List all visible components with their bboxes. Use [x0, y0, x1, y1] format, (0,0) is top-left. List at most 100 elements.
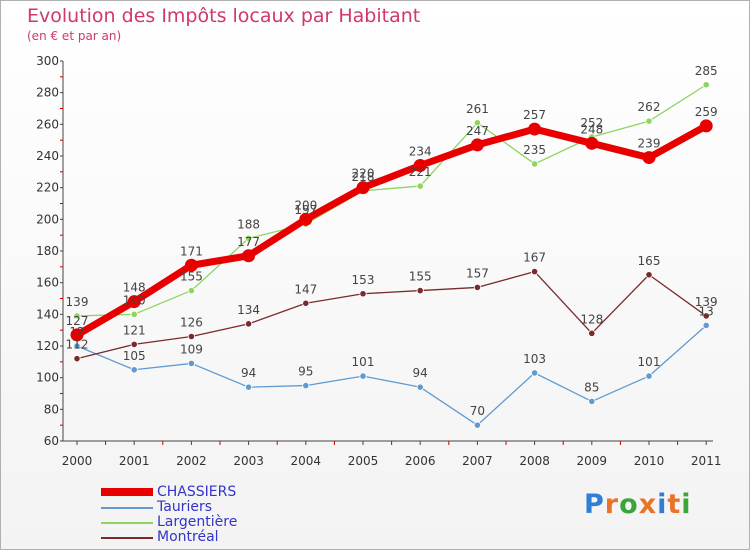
- data-point-tauriers: [302, 381, 310, 390]
- data-label-tauriers: 101: [352, 355, 375, 369]
- data-point-largenti-re: [187, 286, 195, 295]
- legend-swatch: [101, 522, 153, 524]
- data-label-montr-al: 126: [180, 316, 203, 330]
- data-label-chassiers: 200: [294, 198, 317, 212]
- series-line-tauriers: [76, 324, 707, 426]
- data-label-tauriers: 109: [180, 342, 203, 356]
- x-tick-label: 2009: [577, 454, 608, 468]
- series-line-montr-al: [76, 270, 707, 360]
- y-tick-label: 200: [36, 212, 59, 226]
- data-point-chassiers: [642, 151, 656, 165]
- x-tick-label: 2000: [62, 454, 93, 468]
- logo-letter: i: [657, 489, 668, 520]
- x-tick-label: 2002: [176, 454, 207, 468]
- x-tick-label: 2006: [405, 454, 436, 468]
- series-line-largenti-re: [76, 84, 707, 317]
- data-label-chassiers: 234: [409, 145, 432, 159]
- data-point-tauriers: [530, 369, 539, 377]
- data-point-chassiers: [127, 295, 141, 309]
- logo-letter: o: [619, 489, 639, 520]
- data-label-montr-al: 134: [237, 303, 260, 317]
- x-tick-label: 2011: [691, 454, 722, 468]
- data-label-chassiers: 148: [123, 281, 146, 295]
- x-tick-label: 2008: [519, 454, 550, 468]
- data-label-largenti-re: 235: [523, 143, 546, 157]
- data-point-chassiers: [184, 258, 198, 272]
- data-label-largenti-re: 197: [294, 203, 317, 217]
- data-point-chassiers: [356, 181, 370, 195]
- data-label-tauriers: 103: [523, 352, 546, 366]
- data-label-tauriers: 13: [699, 304, 714, 318]
- data-label-tauriers: 94: [241, 366, 256, 380]
- data-point-montr-al: [588, 329, 596, 337]
- data-point-montr-al: [416, 286, 424, 295]
- data-point-montr-al: [702, 312, 710, 320]
- data-label-montr-al: 128: [580, 312, 603, 326]
- data-point-chassiers: [299, 212, 313, 226]
- logo-letter: x: [638, 489, 658, 520]
- logo-letter: i: [681, 489, 692, 520]
- legend-label: Montréal: [157, 529, 219, 545]
- data-label-montr-al: 121: [123, 323, 146, 337]
- y-tick-label: 220: [36, 181, 59, 195]
- data-point-tauriers: [702, 321, 710, 330]
- data-label-montr-al: 112: [66, 338, 89, 352]
- data-label-largenti-re: 221: [409, 165, 432, 179]
- data-point-chassiers: [528, 122, 542, 136]
- data-point-tauriers: [73, 342, 81, 350]
- y-tick-label: 60: [44, 434, 59, 448]
- data-label-montr-al: 157: [466, 266, 489, 280]
- x-tick-label: 2003: [233, 454, 264, 468]
- data-point-montr-al: [530, 267, 539, 276]
- series-layer: [70, 81, 713, 429]
- data-label-montr-al: 147: [294, 282, 317, 296]
- data-point-chassiers: [470, 138, 484, 152]
- y-tick-label: 180: [36, 244, 59, 258]
- chart-title: Evolution des Impôts locaux par Habitant: [27, 5, 421, 27]
- x-tick-label: 2010: [634, 454, 665, 468]
- data-label-chassiers: 220: [352, 167, 375, 181]
- data-label-tauriers: 85: [584, 380, 599, 394]
- data-label-chassiers: 257: [523, 108, 546, 122]
- data-point-tauriers: [187, 359, 195, 368]
- legend-label: Largentière: [157, 514, 238, 530]
- data-point-montr-al: [130, 340, 138, 349]
- y-tick-label: 300: [36, 54, 59, 68]
- data-label-largenti-re: 261: [466, 102, 489, 116]
- data-label-chassiers: 171: [180, 244, 203, 258]
- legend-label: CHASSIERS: [157, 484, 237, 500]
- data-point-chassiers: [70, 328, 84, 342]
- data-label-tauriers: 94: [413, 366, 428, 380]
- data-point-largenti-re: [245, 234, 253, 242]
- proxiti-logo: Proxiti: [584, 489, 692, 520]
- data-point-montr-al: [645, 271, 653, 279]
- data-point-tauriers: [245, 383, 253, 391]
- y-tick-label: 80: [44, 402, 59, 416]
- data-point-montr-al: [73, 355, 81, 363]
- data-point-tauriers: [645, 372, 653, 380]
- data-point-largenti-re: [416, 182, 424, 190]
- chart-subtitle: (en € et par an): [27, 29, 122, 43]
- series-line-chassiers: [73, 122, 710, 339]
- data-point-largenti-re: [73, 312, 81, 320]
- data-label-montr-al: 155: [409, 270, 432, 284]
- data-point-montr-al: [302, 299, 310, 307]
- data-label-largenti-re: 252: [580, 116, 603, 130]
- data-point-montr-al: [187, 332, 195, 341]
- data-label-largenti-re: 139: [66, 295, 89, 309]
- data-label-largenti-re: 140: [123, 293, 146, 307]
- x-tick-label: 2004: [291, 454, 322, 468]
- x-tick-label: 2001: [119, 454, 150, 468]
- data-point-chassiers: [413, 159, 427, 172]
- data-label-tauriers: 95: [298, 365, 313, 379]
- logo-letter: r: [604, 489, 620, 520]
- x-tick-label: 2007: [462, 454, 493, 468]
- data-point-chassiers: [699, 119, 713, 133]
- data-point-largenti-re: [130, 310, 138, 318]
- x-tick-label: 2005: [348, 454, 379, 468]
- legend-swatch: [101, 537, 153, 539]
- data-label-montr-al: 153: [352, 273, 375, 287]
- data-label-tauriers: 12: [69, 325, 84, 339]
- y-tick-label: 100: [36, 371, 59, 385]
